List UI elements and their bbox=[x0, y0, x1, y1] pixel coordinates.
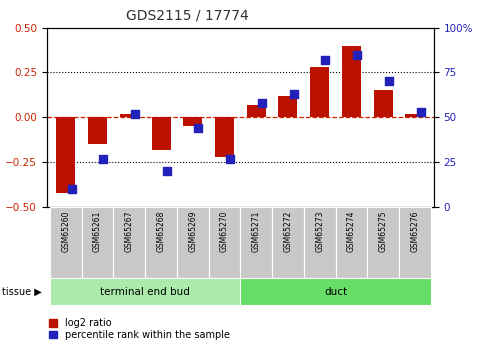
Point bbox=[290, 91, 298, 97]
Bar bbox=[374, 90, 392, 117]
Text: GSM65272: GSM65272 bbox=[283, 210, 292, 252]
Text: GSM65267: GSM65267 bbox=[125, 210, 134, 252]
Point bbox=[68, 186, 75, 192]
Text: GSM65261: GSM65261 bbox=[93, 210, 102, 252]
Point bbox=[226, 156, 234, 161]
Bar bbox=[120, 114, 139, 117]
Bar bbox=[50, 278, 241, 305]
Text: terminal end bud: terminal end bud bbox=[100, 287, 190, 296]
Bar bbox=[405, 114, 424, 117]
Point bbox=[321, 57, 329, 63]
Bar bbox=[304, 207, 336, 278]
Text: GDS2115 / 17774: GDS2115 / 17774 bbox=[126, 9, 248, 23]
Text: GSM65268: GSM65268 bbox=[157, 210, 166, 252]
Bar bbox=[399, 207, 431, 278]
Bar bbox=[82, 207, 113, 278]
Bar bbox=[241, 278, 431, 305]
Bar bbox=[336, 207, 367, 278]
Text: GSM65273: GSM65273 bbox=[315, 210, 324, 252]
Bar bbox=[246, 105, 266, 117]
Text: GSM65269: GSM65269 bbox=[188, 210, 197, 252]
Text: duct: duct bbox=[324, 287, 347, 296]
Bar bbox=[151, 117, 171, 150]
Bar bbox=[183, 117, 202, 126]
Bar bbox=[342, 46, 361, 117]
Legend: log2 ratio, percentile rank within the sample: log2 ratio, percentile rank within the s… bbox=[49, 318, 230, 340]
Point bbox=[100, 156, 107, 161]
Bar bbox=[209, 207, 241, 278]
Bar bbox=[113, 207, 145, 278]
Point bbox=[417, 109, 424, 115]
Point bbox=[163, 168, 171, 174]
Text: tissue ▶: tissue ▶ bbox=[2, 287, 42, 296]
Bar bbox=[88, 117, 107, 144]
Bar bbox=[367, 207, 399, 278]
Point bbox=[385, 79, 393, 84]
Bar bbox=[177, 207, 209, 278]
Bar bbox=[145, 207, 177, 278]
Text: GSM65274: GSM65274 bbox=[347, 210, 356, 252]
Bar bbox=[241, 207, 272, 278]
Point bbox=[353, 52, 361, 57]
Bar bbox=[310, 67, 329, 117]
Point bbox=[258, 100, 266, 106]
Bar bbox=[215, 117, 234, 157]
Bar bbox=[50, 207, 82, 278]
Text: GSM65271: GSM65271 bbox=[252, 210, 261, 252]
Point bbox=[195, 125, 203, 131]
Text: GSM65275: GSM65275 bbox=[379, 210, 387, 252]
Text: GSM65276: GSM65276 bbox=[410, 210, 420, 252]
Point bbox=[131, 111, 139, 117]
Bar bbox=[272, 207, 304, 278]
Bar bbox=[56, 117, 75, 193]
Text: GSM65260: GSM65260 bbox=[61, 210, 70, 252]
Text: GSM65270: GSM65270 bbox=[220, 210, 229, 252]
Bar bbox=[279, 96, 297, 117]
